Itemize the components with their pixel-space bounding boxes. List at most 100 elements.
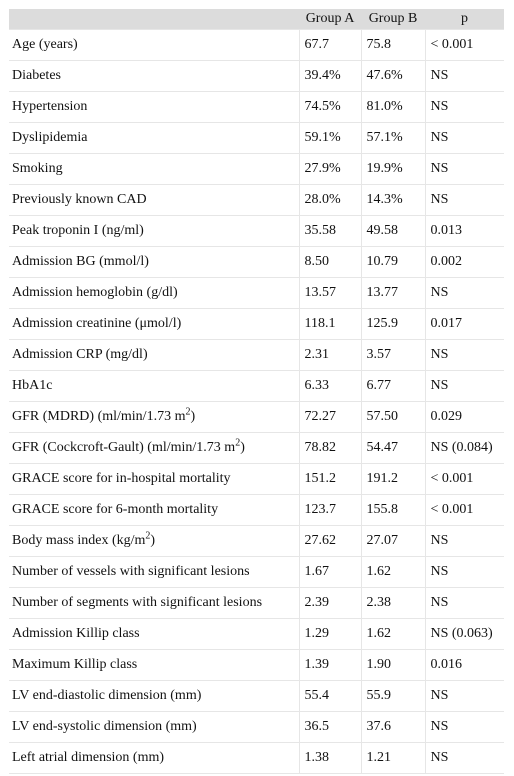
row-label-text: Number of vessels with significant lesio… bbox=[12, 563, 250, 579]
p-value: 0.029 bbox=[424, 400, 504, 432]
row-label-text: Number of segments with significant lesi… bbox=[12, 594, 263, 610]
group-b-value: 57.1% bbox=[360, 121, 425, 153]
row-label: Number of vessels with significant lesio… bbox=[9, 555, 299, 587]
row-label: Diabetes bbox=[9, 59, 299, 91]
group-a-value: 8.50 bbox=[298, 245, 361, 277]
row-label-text: Diabetes bbox=[12, 67, 61, 83]
row-label: Admission hemoglobin (g/dl) bbox=[9, 276, 299, 308]
p-value: NS bbox=[424, 741, 504, 774]
group-a-value: 74.5% bbox=[298, 90, 361, 122]
row-label: Number of segments with significant lesi… bbox=[9, 586, 299, 618]
row-label-text: GRACE score for 6-month mortality bbox=[12, 501, 219, 517]
group-a-value: 2.31 bbox=[298, 338, 361, 370]
row-label: Age (years) bbox=[9, 28, 299, 60]
row-label-text: Left atrial dimension (mm) bbox=[12, 749, 165, 765]
group-b-value: 55.9 bbox=[360, 679, 425, 711]
group-b-value: 1.62 bbox=[360, 617, 425, 649]
row-label-text: Admission BG (mmol/l) bbox=[12, 253, 149, 269]
row-label-text: Maximum Killip class bbox=[12, 656, 138, 672]
group-b-value: 6.77 bbox=[360, 369, 425, 401]
group-a-value: 67.7 bbox=[298, 28, 361, 60]
group-b-value: 2.38 bbox=[360, 586, 425, 618]
row-label-text: GFR (Cockcroft-Gault) (ml/min/1.73 m bbox=[12, 439, 236, 455]
row-label-text: Admission Killip class bbox=[12, 625, 140, 641]
table-row: GRACE score for 6-month mortality 123.7 15… bbox=[9, 493, 504, 525]
table-row: Dyslipidemia 59.1% 57.1% NS bbox=[9, 121, 504, 153]
p-value: NS bbox=[424, 276, 504, 308]
group-b-value: 75.8 bbox=[360, 28, 425, 60]
group-b-value: 54.47 bbox=[360, 431, 425, 463]
group-a-value: 1.29 bbox=[298, 617, 361, 649]
group-a-value: 123.7 bbox=[298, 493, 361, 525]
row-label-text: Admission CRP (mg/dl) bbox=[12, 346, 148, 362]
p-value: NS (0.084) bbox=[424, 431, 504, 463]
table-row: HbA1c 6.33 6.77 NS bbox=[9, 369, 504, 401]
row-label: Maximum Killip class bbox=[9, 648, 299, 680]
p-value: NS bbox=[424, 59, 504, 91]
row-label: HbA1c bbox=[9, 369, 299, 401]
row-label: LV end-systolic dimension (mm) bbox=[9, 710, 299, 742]
table-row: Number of vessels with significant lesio… bbox=[9, 555, 504, 587]
p-value: 0.002 bbox=[424, 245, 504, 277]
group-b-value: 191.2 bbox=[360, 462, 425, 494]
p-value: NS bbox=[424, 90, 504, 122]
group-b-value: 19.9% bbox=[360, 152, 425, 184]
group-a-value: 55.4 bbox=[298, 679, 361, 711]
row-label-superscript: 2 bbox=[145, 529, 151, 541]
p-value: NS bbox=[424, 524, 504, 556]
row-label: Admission BG (mmol/l) bbox=[9, 245, 299, 277]
table-header-row: Group A Group B p bbox=[9, 9, 504, 29]
comparison-table: Group A Group B p Age (years) 67.7 75.8 < 0… bbox=[9, 9, 504, 774]
row-label: Dyslipidemia bbox=[9, 121, 299, 153]
group-a-value: 1.39 bbox=[298, 648, 361, 680]
p-value: NS bbox=[424, 121, 504, 153]
group-b-value: 49.58 bbox=[360, 214, 425, 246]
p-value: 0.017 bbox=[424, 307, 504, 339]
row-label: Left atrial dimension (mm) bbox=[9, 741, 299, 774]
table-row: Maximum Killip class 1.39 1.90 0.016 bbox=[9, 648, 504, 680]
group-a-value: 78.82 bbox=[298, 431, 361, 463]
group-b-value: 1.21 bbox=[360, 741, 425, 774]
table-row: Smoking 27.9% 19.9% NS bbox=[9, 152, 504, 184]
table-row: Admission hemoglobin (g/dl) 13.57 13.77 NS bbox=[9, 276, 504, 308]
row-label-text: GFR (MDRD) (ml/min/1.73 m bbox=[12, 408, 186, 424]
header-group-a: Group A bbox=[305, 10, 355, 26]
row-label-text: Previously known CAD bbox=[12, 191, 147, 207]
row-label: Admission creatinine (μmol/l) bbox=[9, 307, 299, 339]
row-label: Hypertension bbox=[9, 90, 299, 122]
group-b-value: 1.62 bbox=[360, 555, 425, 587]
table-row: Body mass index (kg/m2) 27.62 27.07 NS bbox=[9, 524, 504, 556]
group-a-value: 1.67 bbox=[298, 555, 361, 587]
p-value: NS (0.063) bbox=[424, 617, 504, 649]
table-row: LV end-diastolic dimension (mm) 55.4 55.9 N… bbox=[9, 679, 504, 711]
row-label: Previously known CAD bbox=[9, 183, 299, 215]
group-a-value: 1.38 bbox=[298, 741, 361, 774]
group-a-value: 39.4% bbox=[298, 59, 361, 91]
table-row: Admission creatinine (μmol/l) 118.1 125.9 0… bbox=[9, 307, 504, 339]
table-row: Left atrial dimension (mm) 1.38 1.21 NS bbox=[9, 741, 504, 774]
p-value: < 0.001 bbox=[424, 28, 504, 60]
group-b-value: 47.6% bbox=[360, 59, 425, 91]
p-value: < 0.001 bbox=[424, 462, 504, 494]
table-row: Hypertension 74.5% 81.0% NS bbox=[9, 90, 504, 122]
table-row: Number of segments with significant lesi… bbox=[9, 586, 504, 618]
row-label-text: LV end-systolic dimension (mm) bbox=[12, 718, 197, 734]
group-a-value: 72.27 bbox=[298, 400, 361, 432]
group-a-value: 27.9% bbox=[298, 152, 361, 184]
p-value: NS bbox=[424, 338, 504, 370]
row-label-text: LV end-diastolic dimension (mm) bbox=[12, 687, 202, 703]
row-label-text: Body mass index (kg/m bbox=[12, 532, 146, 548]
table-row: Admission CRP (mg/dl) 2.31 3.57 NS bbox=[9, 338, 504, 370]
header-p-value: p bbox=[461, 10, 468, 26]
header-group-b: Group B bbox=[368, 10, 418, 26]
group-b-value: 1.90 bbox=[360, 648, 425, 680]
table-row: Admission Killip class 1.29 1.62 NS (0.063) bbox=[9, 617, 504, 649]
group-b-value: 125.9 bbox=[360, 307, 425, 339]
table-row: Peak troponin I (ng/ml) 35.58 49.58 0.013 bbox=[9, 214, 504, 246]
table-row: Previously known CAD 28.0% 14.3% NS bbox=[9, 183, 504, 215]
row-label: Admission CRP (mg/dl) bbox=[9, 338, 299, 370]
group-a-value: 151.2 bbox=[298, 462, 361, 494]
row-label-superscript: 2 bbox=[235, 436, 241, 448]
group-a-value: 13.57 bbox=[298, 276, 361, 308]
group-b-value: 155.8 bbox=[360, 493, 425, 525]
